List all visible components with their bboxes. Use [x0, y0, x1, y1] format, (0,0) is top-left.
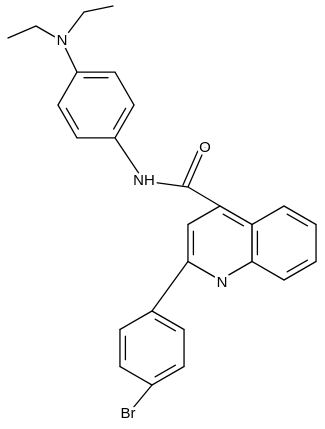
bond	[283, 260, 317, 281]
bond	[222, 213, 245, 227]
bond	[35, 25, 63, 42]
bond	[151, 365, 185, 386]
bond	[57, 104, 78, 139]
bond	[113, 107, 127, 130]
bond	[119, 365, 153, 386]
bond	[154, 364, 177, 378]
bond	[219, 205, 253, 226]
bond	[114, 104, 135, 139]
bond	[143, 180, 189, 188]
atom-label: N	[57, 32, 68, 49]
bond	[251, 260, 285, 281]
bond	[187, 260, 221, 281]
bonds	[7, 5, 317, 415]
bond	[286, 213, 309, 227]
bond	[154, 318, 177, 332]
bond	[119, 310, 153, 331]
bond	[114, 137, 145, 182]
bond	[187, 147, 206, 188]
bond	[219, 260, 253, 281]
bond	[61, 40, 78, 73]
bond	[65, 107, 79, 130]
bond	[187, 186, 221, 207]
bond	[286, 259, 309, 273]
atom-labels: N NH O N Br	[54, 29, 231, 425]
bond	[127, 384, 153, 415]
bond	[182, 145, 201, 186]
bond	[251, 205, 285, 226]
atom-label: Br	[121, 405, 136, 422]
bond	[7, 25, 37, 39]
bond	[151, 260, 189, 312]
bond	[187, 205, 221, 226]
bond	[151, 310, 185, 331]
atom-label: N	[217, 274, 228, 291]
bond	[114, 71, 135, 106]
bond	[283, 205, 317, 226]
atom-label: O	[199, 139, 211, 156]
atom-label: NH	[133, 172, 155, 189]
bond	[61, 11, 85, 42]
bond	[57, 71, 78, 106]
bond	[83, 5, 114, 13]
